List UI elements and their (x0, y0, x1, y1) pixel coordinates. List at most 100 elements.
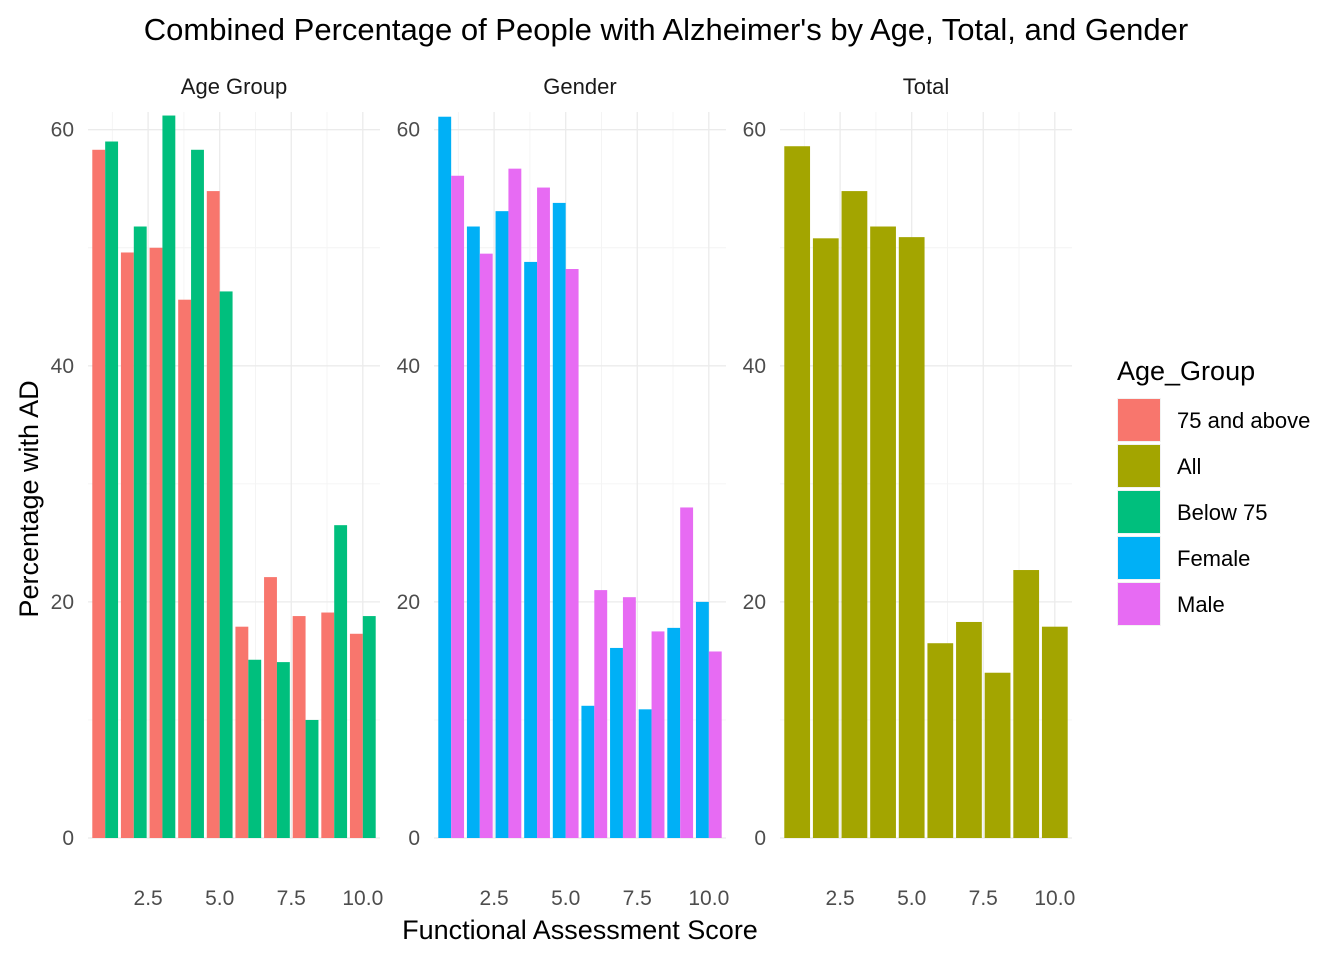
panels-layer: Age Group 0 20 40 60 2.5 5.0 7.5 10.0 Gender 0 20 40… (51, 74, 1076, 910)
bar-75-and-above-x4 (178, 299, 192, 838)
bar-female-x4 (524, 261, 538, 838)
bar-below-75-x4 (191, 149, 204, 838)
bar-all-x4 (870, 226, 896, 838)
x-tick-label: 2.5 (480, 887, 509, 910)
bar-male-x3 (508, 168, 522, 838)
x-tick-label: 7.5 (277, 887, 306, 910)
x-tick-label: 5.0 (897, 887, 926, 910)
legend-swatch (1118, 537, 1160, 579)
bar-male-x7 (622, 597, 636, 838)
x-tick-label: 7.5 (969, 887, 998, 910)
panel-gender: Gender 0 20 40 60 2.5 5.0 7.5 10.0 (397, 74, 730, 910)
bar-below-75-x8 (305, 719, 319, 838)
bar-below-75-x7 (276, 662, 290, 838)
x-tick-label: 5.0 (205, 887, 234, 910)
y-tick-label: 60 (743, 119, 766, 142)
bar-below-75-x9 (334, 525, 348, 838)
x-axis-title: Functional Assessment Score (402, 915, 758, 945)
x-tick-label: 10.0 (1034, 887, 1075, 910)
bar-male-x1 (451, 175, 465, 838)
legend-swatch (1118, 399, 1160, 441)
legend-entry: Below 75 (1117, 490, 1268, 534)
bar-75-and-above-x3 (149, 247, 163, 838)
legend-entry: All (1117, 444, 1201, 488)
x-tick-label: 2.5 (826, 887, 855, 910)
bar-female-x2 (466, 226, 480, 838)
bar-below-75-x1 (105, 141, 119, 838)
x-tick-label: 10.0 (688, 887, 729, 910)
bar-all-x5 (898, 237, 925, 838)
bar-all-x10 (1041, 626, 1068, 838)
y-tick-label: 60 (397, 119, 420, 142)
legend-label: All (1177, 454, 1201, 479)
legend-entry: 75 and above (1117, 398, 1310, 442)
strip-label: Gender (543, 74, 616, 99)
legend-swatch (1118, 583, 1160, 625)
x-tick-label: 10.0 (342, 887, 383, 910)
bar-75-and-above-x7 (264, 577, 277, 838)
bar-female-x6 (581, 705, 595, 838)
panel-total: Total 0 20 40 60 2.5 5.0 7.5 10.0 (743, 74, 1076, 910)
bar-all-x3 (841, 191, 868, 839)
bar-male-x6 (594, 590, 608, 838)
y-tick-label: 20 (51, 591, 74, 614)
legend: 75 and above All Below 75 Female Male (1117, 398, 1310, 626)
bar-female-x10 (695, 601, 709, 838)
strip-label: Age Group (181, 74, 287, 99)
legend-label: 75 and above (1177, 408, 1310, 433)
bar-all-x6 (927, 643, 954, 838)
bar-all-x7 (956, 621, 982, 838)
x-tick-label: 5.0 (551, 887, 580, 910)
bar-all-x9 (1013, 570, 1040, 838)
bar-male-x9 (680, 507, 694, 838)
y-tick-label: 40 (743, 355, 766, 378)
bar-75-and-above-x2 (120, 252, 134, 839)
x-tick-label: 2.5 (134, 887, 163, 910)
bar-female-x3 (495, 211, 509, 838)
bar-below-75-x3 (162, 115, 176, 839)
bar-male-x8 (651, 631, 665, 838)
bar-below-75-x2 (133, 226, 147, 838)
panel-age-group: Age Group 0 20 40 60 2.5 5.0 7.5 10.0 (51, 74, 384, 910)
chart-title: Combined Percentage of People with Alzhe… (144, 12, 1188, 47)
bar-female-x7 (610, 647, 623, 838)
bar-75-and-above-x8 (292, 616, 306, 838)
bar-75-and-above-x9 (321, 612, 335, 838)
y-tick-label: 0 (62, 827, 74, 850)
bar-female-x8 (638, 709, 652, 838)
y-tick-label: 0 (408, 827, 420, 850)
x-tick-label: 7.5 (623, 887, 652, 910)
bar-female-x5 (552, 202, 566, 838)
bar-all-x2 (812, 238, 839, 838)
strip-label: Total (903, 74, 949, 99)
bar-male-x10 (708, 651, 722, 838)
bar-75-and-above-x6 (235, 626, 249, 838)
bar-all-x1 (784, 146, 811, 839)
legend-swatch (1118, 491, 1160, 533)
bar-below-75-x6 (248, 659, 262, 838)
y-tick-label: 40 (397, 355, 420, 378)
bar-female-x9 (667, 627, 681, 838)
bar-75-and-above-x1 (92, 149, 106, 838)
bar-below-75-x10 (362, 616, 376, 838)
bar-male-x4 (537, 187, 550, 839)
y-axis-title: Percentage with AD (14, 380, 44, 617)
legend-title: Age_Group (1117, 356, 1255, 386)
bar-female-x1 (438, 116, 452, 839)
y-tick-label: 0 (754, 827, 766, 850)
legend-label: Below 75 (1177, 500, 1268, 525)
legend-entry: Male (1117, 582, 1225, 626)
bar-below-75-x5 (219, 291, 233, 838)
bar-male-x2 (479, 253, 493, 838)
y-tick-label: 60 (51, 119, 74, 142)
legend-swatch (1118, 445, 1160, 487)
y-tick-label: 40 (51, 355, 74, 378)
y-tick-label: 20 (397, 591, 420, 614)
legend-label: Male (1177, 592, 1225, 617)
bar-all-x8 (984, 672, 1011, 838)
legend-entry: Female (1117, 536, 1250, 580)
legend-label: Female (1177, 546, 1250, 571)
bar-75-and-above-x5 (206, 191, 220, 839)
